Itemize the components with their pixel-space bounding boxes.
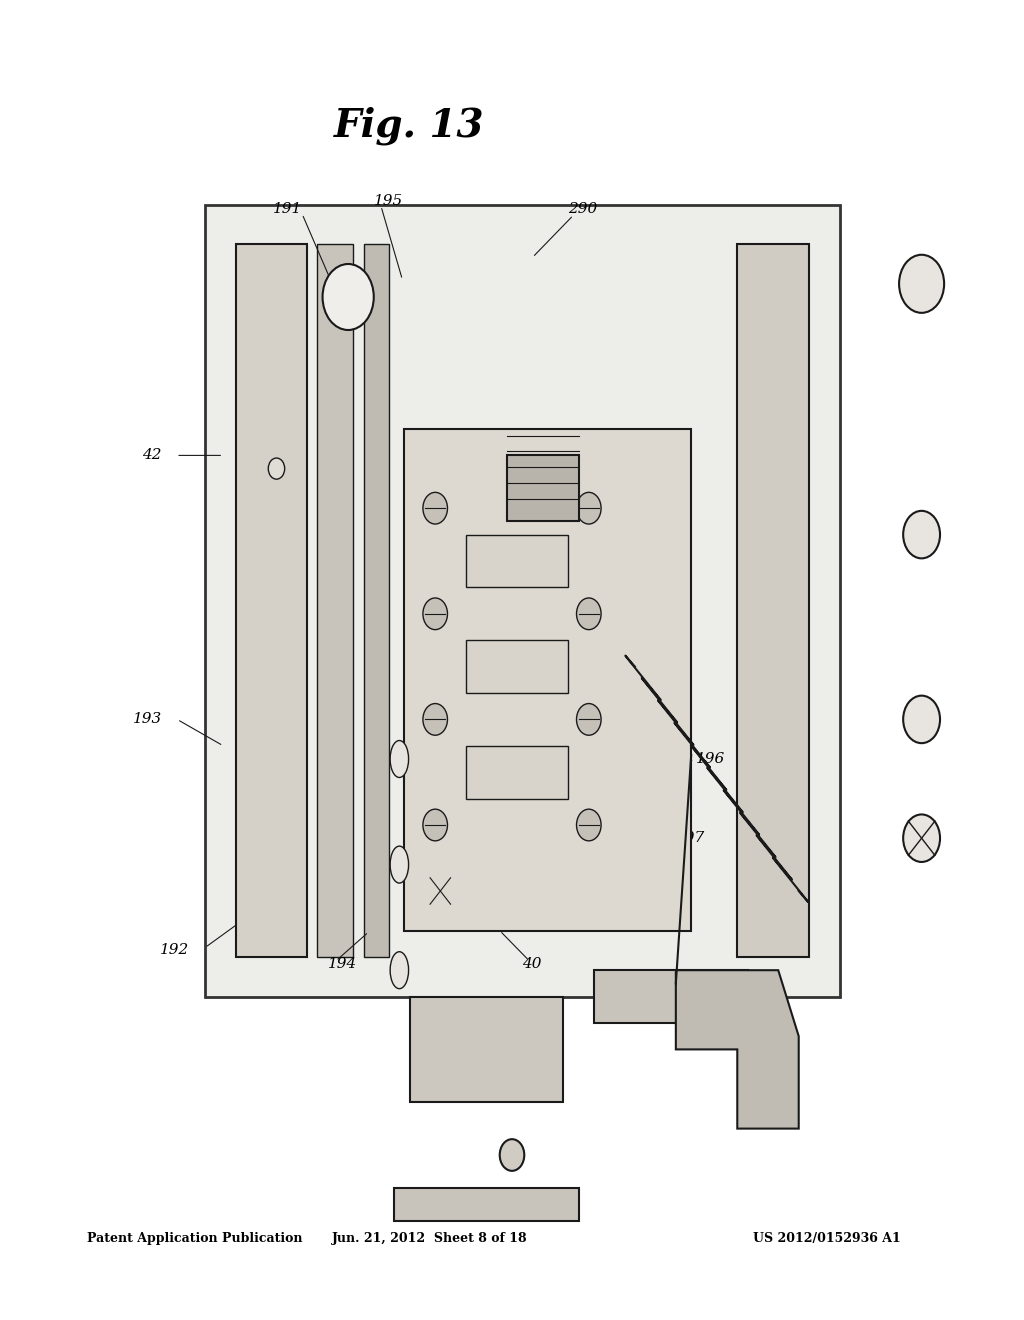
Circle shape — [577, 809, 601, 841]
Bar — [737, 244, 809, 957]
Bar — [466, 535, 568, 587]
Bar — [594, 970, 748, 1023]
Circle shape — [500, 1139, 524, 1171]
Ellipse shape — [390, 741, 409, 777]
Bar — [205, 205, 840, 997]
Circle shape — [577, 704, 601, 735]
Text: Patent Application Publication: Patent Application Publication — [87, 1232, 302, 1245]
Bar — [466, 746, 568, 799]
Text: 191: 191 — [272, 202, 302, 215]
Text: 290: 290 — [568, 202, 598, 215]
Text: 196: 196 — [696, 752, 726, 766]
Bar — [394, 1188, 579, 1221]
Bar — [364, 244, 389, 957]
PathPatch shape — [676, 970, 799, 1129]
Text: 40: 40 — [522, 957, 542, 970]
Text: 194: 194 — [328, 957, 357, 970]
Circle shape — [577, 492, 601, 524]
Ellipse shape — [390, 846, 409, 883]
Text: 192: 192 — [160, 944, 189, 957]
Circle shape — [423, 492, 447, 524]
Circle shape — [268, 458, 285, 479]
Text: Jun. 21, 2012  Sheet 8 of 18: Jun. 21, 2012 Sheet 8 of 18 — [332, 1232, 528, 1245]
Bar — [410, 997, 563, 1102]
Text: US 2012/0152936 A1: US 2012/0152936 A1 — [754, 1232, 901, 1245]
Circle shape — [423, 809, 447, 841]
Circle shape — [423, 704, 447, 735]
Circle shape — [423, 598, 447, 630]
Bar — [404, 429, 691, 931]
Text: 197: 197 — [676, 832, 706, 845]
Bar — [507, 455, 579, 521]
Circle shape — [323, 264, 374, 330]
Ellipse shape — [390, 952, 409, 989]
Bar — [317, 244, 353, 957]
Text: 42: 42 — [142, 449, 162, 462]
Bar — [236, 244, 307, 957]
Circle shape — [903, 814, 940, 862]
Text: 195: 195 — [374, 194, 403, 207]
Text: 193: 193 — [132, 713, 162, 726]
Circle shape — [899, 255, 944, 313]
Circle shape — [577, 598, 601, 630]
Circle shape — [903, 696, 940, 743]
Circle shape — [903, 511, 940, 558]
Bar — [466, 640, 568, 693]
Text: Fig. 13: Fig. 13 — [335, 106, 484, 145]
